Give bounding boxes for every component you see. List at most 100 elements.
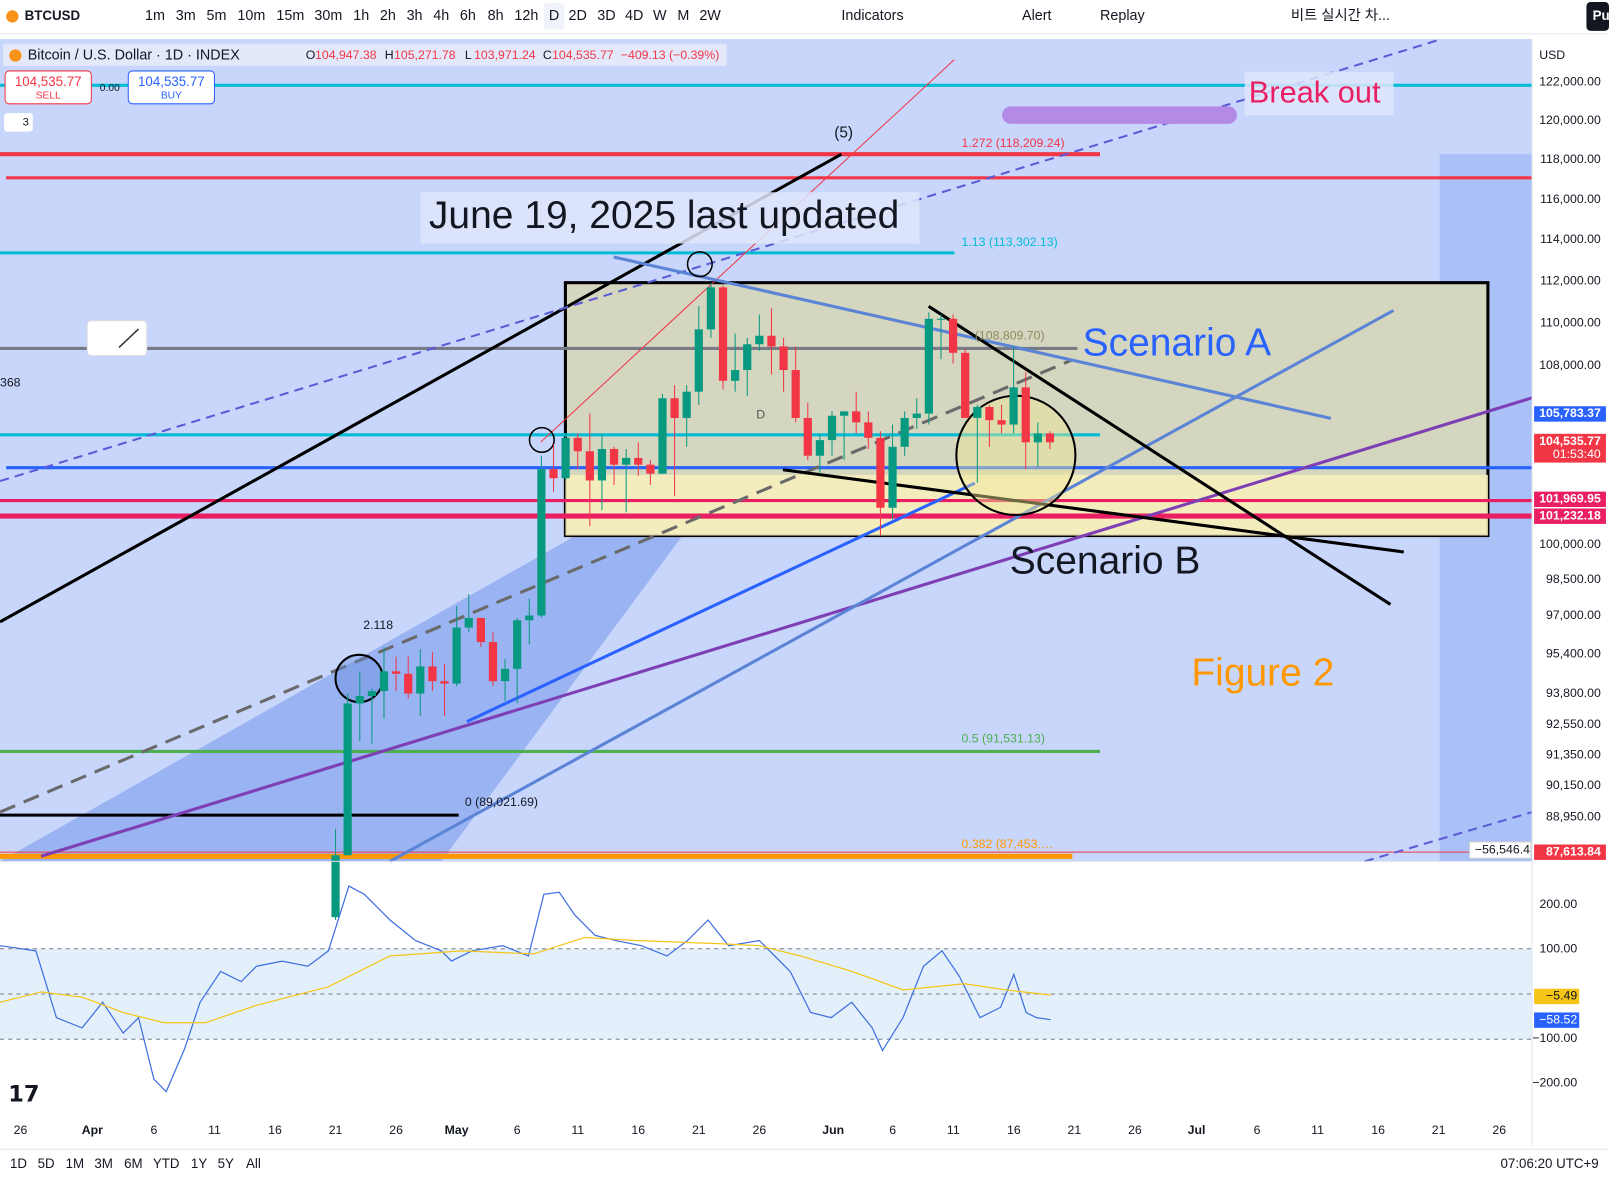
- candle-body: [440, 681, 449, 684]
- ohlc-label: L: [465, 48, 472, 62]
- range-button[interactable]: 1M: [66, 1156, 85, 1171]
- range-button[interactable]: 5Y: [218, 1156, 234, 1171]
- toolbar-button[interactable]: Alert: [1022, 8, 1052, 24]
- range-button[interactable]: 5D: [38, 1156, 55, 1171]
- time-label: 16: [1371, 1123, 1385, 1137]
- candle-body: [936, 318, 946, 320]
- interval-button[interactable]: 3D: [597, 8, 615, 24]
- candle-body: [755, 335, 764, 345]
- publish-button[interactable]: Pu: [1593, 8, 1609, 23]
- candle-body: [1033, 433, 1042, 443]
- buy-price[interactable]: 104,535.77: [138, 74, 205, 89]
- candle-body: [815, 440, 824, 456]
- osc-levels: [0, 948, 1533, 1040]
- interval-button[interactable]: 12h: [514, 8, 538, 24]
- toolbar-button[interactable]: Replay: [1100, 8, 1145, 24]
- time-label: Apr: [82, 1123, 103, 1137]
- range-button[interactable]: YTD: [153, 1156, 180, 1171]
- interval-button[interactable]: 30m: [314, 8, 342, 24]
- price-tag-label: 105,783.37: [1539, 406, 1601, 420]
- candle-body: [743, 344, 752, 371]
- candle-body: [876, 437, 885, 508]
- price-tick-label: 120,000.00: [1539, 113, 1601, 127]
- annotation: Scenario B: [1010, 540, 1201, 583]
- interval-active: [543, 3, 565, 30]
- ohlc-value: 103,971.24: [474, 48, 536, 62]
- candle-body: [731, 370, 740, 381]
- interval-button[interactable]: W: [653, 8, 667, 24]
- interval-button[interactable]: 4D: [625, 8, 643, 24]
- interval-button[interactable]: D: [549, 8, 559, 24]
- time-label: 6: [889, 1123, 896, 1137]
- interval-button[interactable]: M: [677, 8, 689, 24]
- interval-button[interactable]: 1h: [353, 8, 369, 24]
- sell-button[interactable]: [4, 70, 92, 105]
- buy-label[interactable]: BUY: [161, 90, 182, 101]
- logo: 𝟭𝟳: [8, 1082, 39, 1107]
- price-tag-timer: 01:53:40: [1553, 447, 1601, 461]
- range-button[interactable]: All: [246, 1156, 261, 1171]
- price-tag: [1534, 508, 1606, 524]
- candle-body: [452, 627, 461, 684]
- sell-label[interactable]: SELL: [36, 90, 61, 101]
- time-label: Jul: [1188, 1123, 1206, 1137]
- sell-price[interactable]: 104,535.77: [15, 74, 82, 89]
- candle-body: [488, 642, 498, 682]
- fib-label: 1.13 (113,302.13): [962, 235, 1058, 249]
- toolbar-button[interactable]: Indicators: [841, 8, 903, 24]
- drawing-toolbar[interactable]: [86, 320, 148, 357]
- time-label: 11: [208, 1123, 221, 1137]
- interval-button[interactable]: 3m: [176, 8, 196, 24]
- support-zone: [565, 474, 1488, 536]
- candle-body: [912, 413, 921, 418]
- price-tick-label: 122,000.00: [1539, 74, 1601, 88]
- price-tag: [1534, 433, 1606, 463]
- indicator-toggle[interactable]: [4, 113, 33, 132]
- time-label: 11: [571, 1123, 584, 1137]
- symbol[interactable]: BTCUSD: [25, 8, 81, 23]
- candle-body: [924, 318, 933, 414]
- symbol-icon: [6, 10, 19, 23]
- interval-button[interactable]: 2h: [380, 8, 396, 24]
- buy-button[interactable]: [127, 70, 215, 105]
- candle-body: [416, 666, 425, 694]
- candle-body: [609, 449, 619, 465]
- interval-button[interactable]: 1m: [145, 8, 165, 24]
- interval-button[interactable]: 3h: [407, 8, 423, 24]
- candle-body: [840, 411, 849, 416]
- candle-body: [597, 449, 607, 481]
- range-button[interactable]: 1D: [10, 1156, 27, 1171]
- price-tick-label: 118,000.00: [1540, 152, 1601, 166]
- annotation: Scenario A: [1083, 322, 1272, 365]
- candles: [331, 283, 1055, 920]
- interval-button[interactable]: 8h: [488, 8, 504, 24]
- annotation: 368: [0, 376, 21, 390]
- range-button[interactable]: 1Y: [191, 1156, 207, 1171]
- fib-label: 2.118: [363, 618, 393, 632]
- interval-button[interactable]: 2D: [569, 8, 587, 24]
- publish-button[interactable]: [1586, 2, 1609, 31]
- levels: [0, 83, 1533, 859]
- osc-line: [0, 885, 1051, 1093]
- interval-button[interactable]: 4h: [433, 8, 449, 24]
- range-button[interactable]: 6M: [124, 1156, 143, 1171]
- candle-body: [646, 464, 655, 474]
- range-button[interactable]: 3M: [94, 1156, 113, 1171]
- candle-body: [573, 437, 582, 452]
- price-tag: [1534, 844, 1606, 860]
- indicator-count[interactable]: 3: [23, 116, 29, 128]
- candle-body: [391, 671, 401, 674]
- price-tag-label: −56,546.4: [1475, 842, 1530, 856]
- price-tick-label: 108,000.00: [1539, 358, 1601, 372]
- interval-button[interactable]: 15m: [276, 8, 304, 24]
- interval-button[interactable]: 2W: [699, 8, 721, 24]
- currency[interactable]: USD: [1539, 48, 1565, 62]
- interval-button[interactable]: 10m: [237, 8, 265, 24]
- interval-button[interactable]: 6h: [460, 8, 476, 24]
- ohlc-value: 105,271.78: [394, 48, 456, 62]
- toolbar-button[interactable]: 비트 실시간 차...: [1291, 7, 1390, 24]
- candle-body: [379, 671, 389, 692]
- candle-body: [718, 287, 728, 381]
- candle-body: [827, 415, 837, 441]
- interval-button[interactable]: 5m: [207, 8, 227, 24]
